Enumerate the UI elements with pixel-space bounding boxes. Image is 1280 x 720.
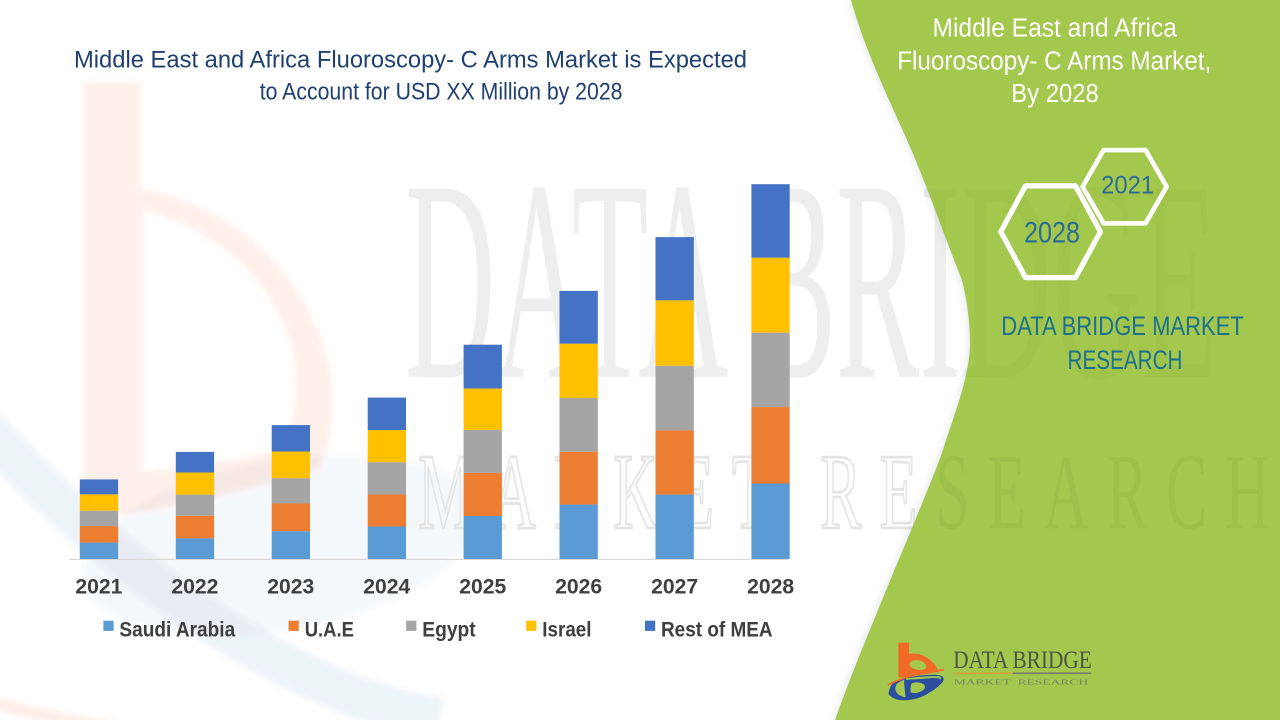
svg-text:Middle East and Africa: Middle East and Africa bbox=[933, 15, 1178, 43]
svg-text:2021: 2021 bbox=[75, 575, 122, 599]
svg-text:RESEARCH: RESEARCH bbox=[1068, 345, 1183, 375]
svg-text:U.A.E: U.A.E bbox=[305, 617, 354, 641]
svg-text:2021: 2021 bbox=[1101, 172, 1154, 200]
svg-text:Saudi Arabia: Saudi Arabia bbox=[119, 617, 236, 641]
svg-text:DATA BRIDGE: DATA BRIDGE bbox=[953, 647, 1091, 674]
svg-text:DATA BRIDGE MARKET: DATA BRIDGE MARKET bbox=[1001, 311, 1244, 341]
svg-text:Rest of MEA: Rest of MEA bbox=[661, 617, 773, 641]
svg-text:2028: 2028 bbox=[747, 575, 794, 599]
svg-text:to Account for USD XX Million: to Account for USD XX Million by 2028 bbox=[260, 79, 623, 106]
svg-text:2024: 2024 bbox=[363, 575, 410, 599]
svg-text:By 2028: By 2028 bbox=[1011, 80, 1099, 108]
svg-text:2023: 2023 bbox=[267, 575, 314, 599]
svg-text:2026: 2026 bbox=[555, 575, 602, 599]
svg-text:MARKET RESEARCH: MARKET RESEARCH bbox=[954, 677, 1089, 686]
svg-text:Fluoroscopy- C Arms Market,: Fluoroscopy- C Arms Market, bbox=[897, 47, 1211, 75]
svg-text:2025: 2025 bbox=[459, 575, 506, 599]
svg-text:2022: 2022 bbox=[171, 575, 218, 599]
svg-text:2028: 2028 bbox=[1024, 217, 1080, 250]
svg-text:Egypt: Egypt bbox=[422, 617, 475, 641]
svg-text:Middle East and Africa Fluoros: Middle East and Africa Fluoroscopy- C Ar… bbox=[74, 47, 747, 74]
svg-text:Israel: Israel bbox=[542, 617, 591, 641]
svg-text:2027: 2027 bbox=[651, 575, 698, 599]
